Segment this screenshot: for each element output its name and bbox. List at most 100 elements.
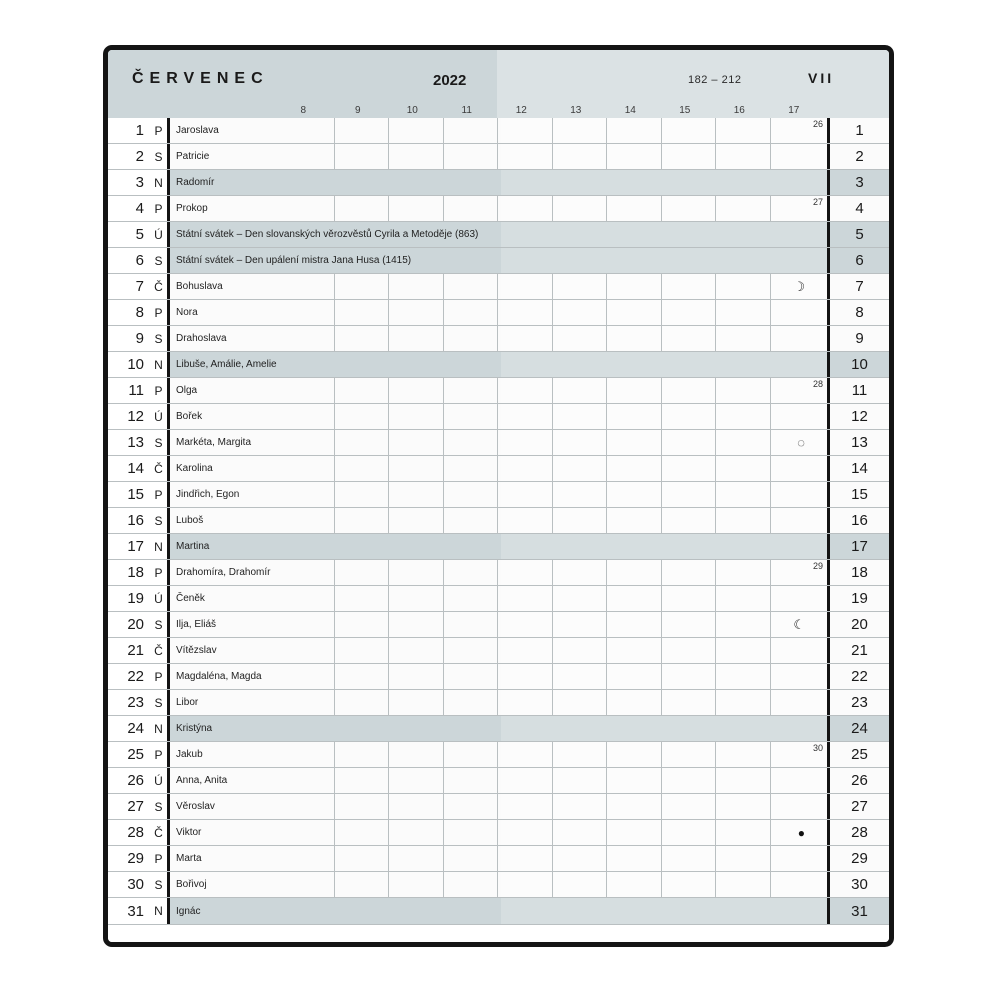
day-entry-area[interactable]: Kristýna [170, 716, 827, 741]
hour-cell-10[interactable] [389, 872, 444, 897]
hour-cell-10[interactable] [389, 560, 444, 585]
hour-cell-16[interactable] [716, 638, 771, 663]
table-row[interactable]: 9 S Drahoslava 9 [108, 326, 889, 352]
hour-cell-15[interactable] [662, 144, 716, 169]
hour-cell-11[interactable] [444, 716, 499, 741]
table-row[interactable]: 12 Ú Bořek 12 [108, 404, 889, 430]
hour-cell-14[interactable] [607, 508, 662, 533]
hour-cell-9[interactable] [335, 742, 389, 767]
hour-cell-13[interactable] [553, 430, 607, 455]
hour-cell-15[interactable] [662, 300, 716, 325]
hour-cell-15[interactable] [662, 638, 716, 663]
hour-cell-8[interactable] [280, 794, 335, 819]
table-row[interactable]: 3 N Radomír 3 [108, 170, 889, 196]
hour-cell-12[interactable] [498, 118, 553, 143]
hour-cell-16[interactable] [716, 248, 771, 273]
day-entry-area[interactable]: Viktor ● [170, 820, 827, 845]
hour-cell-12[interactable] [498, 274, 553, 299]
hour-cell-8[interactable] [280, 300, 335, 325]
hour-cell-12[interactable] [498, 534, 553, 559]
table-row[interactable]: 11 P Olga 28 11 [108, 378, 889, 404]
day-entry-area[interactable]: Ilja, Eliáš ☾ [170, 612, 827, 637]
hour-cell-8[interactable] [280, 404, 335, 429]
day-entry-area[interactable]: Státní svátek – Den upálení mistra Jana … [170, 248, 827, 273]
day-entry-area[interactable]: Magdaléna, Magda [170, 664, 827, 689]
hour-cell-10[interactable] [389, 534, 444, 559]
hour-cell-15[interactable] [662, 326, 716, 351]
hour-cell-15[interactable] [662, 430, 716, 455]
hour-cell-17[interactable] [771, 768, 826, 793]
hour-cell-16[interactable] [716, 430, 771, 455]
hour-cell-11[interactable] [444, 274, 498, 299]
hour-cell-17[interactable] [771, 872, 826, 897]
day-entry-area[interactable]: Čeněk [170, 586, 827, 611]
hour-cell-15[interactable] [662, 690, 716, 715]
day-entry-area[interactable]: Drahomíra, Drahomír 29 [170, 560, 827, 585]
hour-cell-16[interactable] [716, 664, 771, 689]
hour-cell-11[interactable] [444, 820, 498, 845]
hour-cell-8[interactable] [280, 456, 335, 481]
hour-cell-16[interactable] [716, 820, 771, 845]
hour-cell-9[interactable] [335, 378, 389, 403]
hour-cell-16[interactable] [716, 846, 771, 871]
hour-cell-14[interactable] [607, 820, 662, 845]
hour-cell-15[interactable] [662, 846, 716, 871]
hour-cell-8[interactable] [280, 846, 335, 871]
hour-cell-14[interactable] [607, 456, 662, 481]
hour-cell-9[interactable] [335, 794, 389, 819]
hour-cell-10[interactable] [389, 118, 444, 143]
hour-cell-12[interactable] [498, 222, 553, 247]
hour-cell-8[interactable] [280, 716, 335, 741]
hour-cell-8[interactable] [280, 768, 335, 793]
hour-cell-9[interactable] [335, 872, 389, 897]
hour-cell-12[interactable] [498, 690, 553, 715]
hour-cell-12[interactable] [498, 664, 553, 689]
hour-cell-13[interactable] [553, 352, 608, 377]
hour-cell-16[interactable] [716, 300, 771, 325]
hour-cell-9[interactable] [335, 274, 389, 299]
table-row[interactable]: 31 N Ignác 31 [108, 898, 889, 924]
hour-cell-15[interactable] [662, 794, 716, 819]
hour-cell-9[interactable] [335, 118, 389, 143]
hour-cell-10[interactable] [389, 352, 444, 377]
hour-cell-10[interactable] [389, 144, 444, 169]
hour-cell-17[interactable] [771, 170, 826, 195]
hour-cell-12[interactable] [498, 846, 553, 871]
hour-cell-10[interactable] [389, 664, 444, 689]
day-entry-area[interactable]: Libor [170, 690, 827, 715]
hour-cell-11[interactable] [444, 378, 498, 403]
hour-cell-16[interactable] [716, 274, 771, 299]
hour-cell-12[interactable] [498, 820, 553, 845]
hour-cell-11[interactable] [444, 560, 498, 585]
hour-cell-8[interactable] [280, 508, 335, 533]
hour-cell-15[interactable] [662, 872, 716, 897]
hour-cell-11[interactable] [444, 690, 498, 715]
hour-cell-12[interactable] [498, 430, 553, 455]
hour-cell-11[interactable] [444, 430, 498, 455]
hour-cell-14[interactable] [607, 664, 662, 689]
hour-cell-13[interactable] [553, 846, 607, 871]
hour-cell-15[interactable] [662, 612, 716, 637]
hour-cell-17[interactable] [771, 794, 826, 819]
hour-cell-14[interactable] [607, 560, 662, 585]
day-entry-area[interactable]: Libuše, Amálie, Amelie [170, 352, 827, 377]
hour-cell-15[interactable] [662, 768, 716, 793]
table-row[interactable]: 28 Č Viktor ● 28 [108, 820, 889, 846]
hour-cell-8[interactable] [280, 690, 335, 715]
hour-cell-16[interactable] [716, 872, 771, 897]
hour-cell-17[interactable] [771, 638, 826, 663]
hour-cell-14[interactable] [607, 170, 662, 195]
hour-cell-12[interactable] [498, 456, 553, 481]
table-row[interactable]: 29 P Marta 29 [108, 846, 889, 872]
hour-cell-10[interactable] [389, 612, 444, 637]
hour-cell-10[interactable] [389, 820, 444, 845]
hour-cell-16[interactable] [716, 352, 771, 377]
hour-cell-14[interactable] [607, 482, 662, 507]
table-row[interactable]: 10 N Libuše, Amálie, Amelie 10 [108, 352, 889, 378]
hour-cell-13[interactable] [553, 144, 607, 169]
hour-cell-17[interactable] [771, 352, 826, 377]
hour-cell-13[interactable] [553, 248, 608, 273]
hour-cell-17[interactable] [771, 690, 826, 715]
hour-cell-13[interactable] [553, 612, 607, 637]
hour-cell-10[interactable] [389, 846, 444, 871]
